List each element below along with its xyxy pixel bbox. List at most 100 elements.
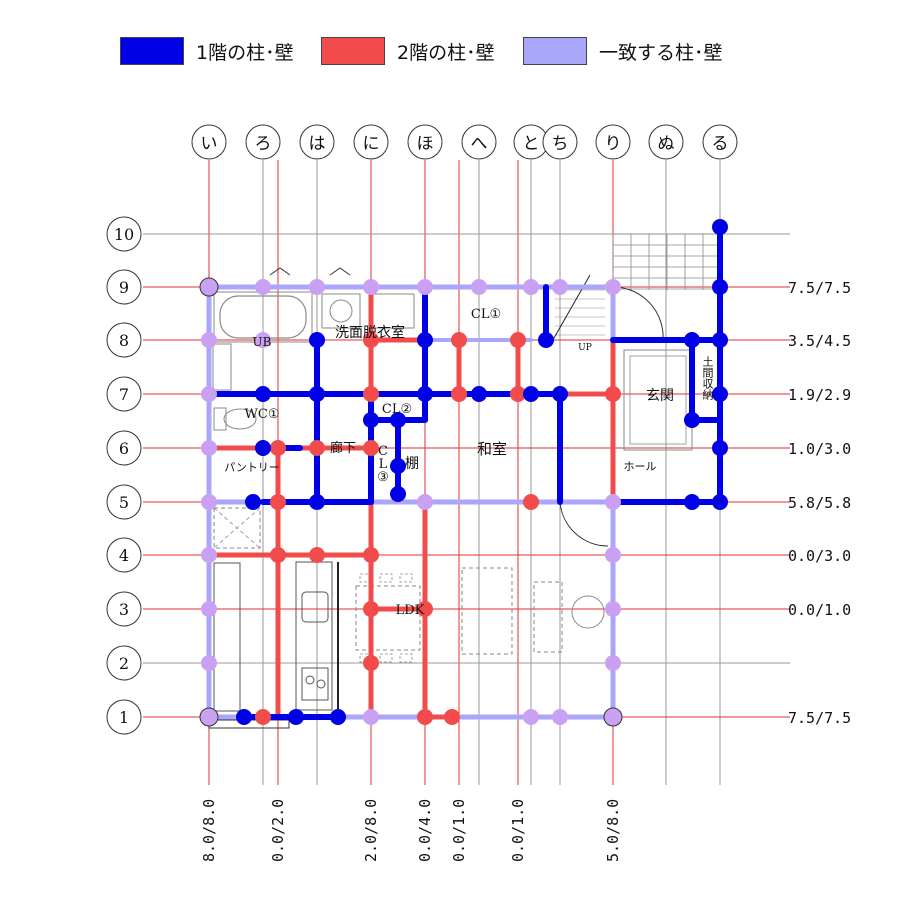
column-floor1 bbox=[390, 412, 406, 428]
column-axis-badge bbox=[461, 124, 497, 160]
room-label-washroom: 洗面脱衣室 bbox=[335, 324, 405, 341]
column-axis-label: ほ bbox=[417, 134, 434, 154]
washer bbox=[321, 293, 361, 329]
column-match bbox=[417, 279, 433, 295]
column-floor2 bbox=[309, 547, 325, 563]
row-axis-label: 8 bbox=[119, 331, 129, 350]
plant bbox=[571, 595, 605, 629]
column-floor1 bbox=[309, 494, 325, 510]
row-axis-badge bbox=[106, 269, 142, 305]
column-axis-badge bbox=[595, 124, 631, 160]
washer-drum bbox=[329, 299, 353, 323]
room-label-doma-storage: 収 bbox=[703, 378, 714, 391]
column-floor1 bbox=[684, 332, 700, 348]
column-floor1 bbox=[288, 709, 304, 725]
column-axis-badge bbox=[299, 124, 335, 160]
toilet-bowl bbox=[223, 408, 257, 430]
background-fixtures bbox=[208, 233, 720, 729]
column-floor2 bbox=[417, 709, 433, 725]
column-floor1 bbox=[417, 332, 433, 348]
column-floor1 bbox=[255, 386, 271, 402]
column-floor1 bbox=[255, 440, 271, 456]
row-axis-label: 6 bbox=[119, 439, 129, 458]
room-label-shelf: 棚 bbox=[405, 456, 419, 472]
column-match bbox=[255, 332, 271, 348]
row-axis-label: 7 bbox=[119, 385, 129, 404]
column-match bbox=[363, 279, 379, 295]
legend-item-floor1: 1階の柱･壁 bbox=[120, 34, 294, 68]
column-match bbox=[201, 601, 217, 617]
right-value-label: 0.0/3.0 bbox=[788, 547, 851, 565]
column-floor1 bbox=[712, 386, 728, 402]
room-label-closet-3: ③ bbox=[377, 470, 389, 485]
toilet-tank bbox=[213, 407, 227, 431]
legend-swatch-floor2 bbox=[321, 37, 385, 65]
column-match bbox=[605, 655, 621, 671]
bottom-value-label: 2.0/8.0 bbox=[362, 799, 380, 862]
dining-chair bbox=[399, 653, 413, 663]
row-axis-badge bbox=[106, 645, 142, 681]
room-label-washitsu: 和室 bbox=[477, 440, 507, 458]
row-axis-badge bbox=[106, 537, 142, 573]
room-label-closet-3: C bbox=[378, 444, 388, 459]
column-axis-label: ぬ bbox=[658, 134, 675, 154]
legend-item-floor2: 2階の柱･壁 bbox=[321, 34, 495, 68]
column-floor1 bbox=[712, 494, 728, 510]
column-floor1 bbox=[417, 386, 433, 402]
row-axis-label: 1 bbox=[119, 708, 129, 727]
column-axis-label: る bbox=[712, 134, 729, 154]
column-floor2 bbox=[309, 440, 325, 456]
low-table bbox=[533, 581, 563, 653]
column-axis-badge bbox=[245, 124, 281, 160]
column-floor1 bbox=[330, 709, 346, 725]
column-floor2 bbox=[523, 494, 539, 510]
room-label-wc: WC① bbox=[245, 407, 280, 422]
column-floor1 bbox=[538, 332, 554, 348]
column-axis-label: ろ bbox=[255, 134, 272, 154]
corner-column bbox=[603, 707, 623, 727]
right-value-label: 3.5/4.5 bbox=[788, 332, 851, 350]
column-match bbox=[605, 279, 621, 295]
column-axis-badge bbox=[353, 124, 389, 160]
column-floor2 bbox=[363, 601, 379, 617]
column-floor1 bbox=[712, 440, 728, 456]
column-match bbox=[201, 494, 217, 510]
column-match bbox=[417, 494, 433, 510]
door-swing bbox=[559, 501, 609, 547]
room-label-ldk: LDK bbox=[396, 603, 425, 618]
row-axis-label: 5 bbox=[119, 493, 129, 512]
column-match bbox=[363, 709, 379, 725]
bottom-value-label: 8.0/8.0 bbox=[200, 799, 218, 862]
row-axis-label: 2 bbox=[119, 654, 129, 673]
room-label-hall: ホール bbox=[624, 460, 657, 473]
legend-label-floor2: 2階の柱･壁 bbox=[397, 41, 495, 64]
bottom-value-label: 0.0/4.0 bbox=[416, 799, 434, 862]
column-floor2 bbox=[363, 547, 379, 563]
column-floor2 bbox=[270, 440, 286, 456]
column-floor1 bbox=[712, 332, 728, 348]
room-label-closet-1: CL① bbox=[471, 307, 501, 322]
column-floor2 bbox=[510, 386, 526, 402]
roof-marks bbox=[269, 267, 351, 276]
column-floor1 bbox=[523, 386, 539, 402]
room-label-ub: UB bbox=[253, 335, 272, 349]
column-floor1 bbox=[712, 219, 728, 235]
corner-column bbox=[199, 707, 219, 727]
column-floor2 bbox=[605, 386, 621, 402]
right-value-label: 7.5/7.5 bbox=[788, 709, 851, 727]
column-floor1 bbox=[471, 386, 487, 402]
room-label-doma-storage: 土 bbox=[703, 356, 714, 369]
row-axis-badge bbox=[106, 699, 142, 735]
column-floor1 bbox=[236, 709, 252, 725]
bottom-value-label: 0.0/1.0 bbox=[450, 799, 468, 862]
column-match bbox=[605, 494, 621, 510]
column-floor1 bbox=[363, 412, 379, 428]
column-axis-badge bbox=[542, 124, 578, 160]
column-floor2 bbox=[444, 709, 460, 725]
right-value-label: 1.0/3.0 bbox=[788, 440, 851, 458]
column-floor1 bbox=[390, 486, 406, 502]
column-match bbox=[201, 386, 217, 402]
room-label-doma-storage: 納 bbox=[703, 389, 714, 402]
